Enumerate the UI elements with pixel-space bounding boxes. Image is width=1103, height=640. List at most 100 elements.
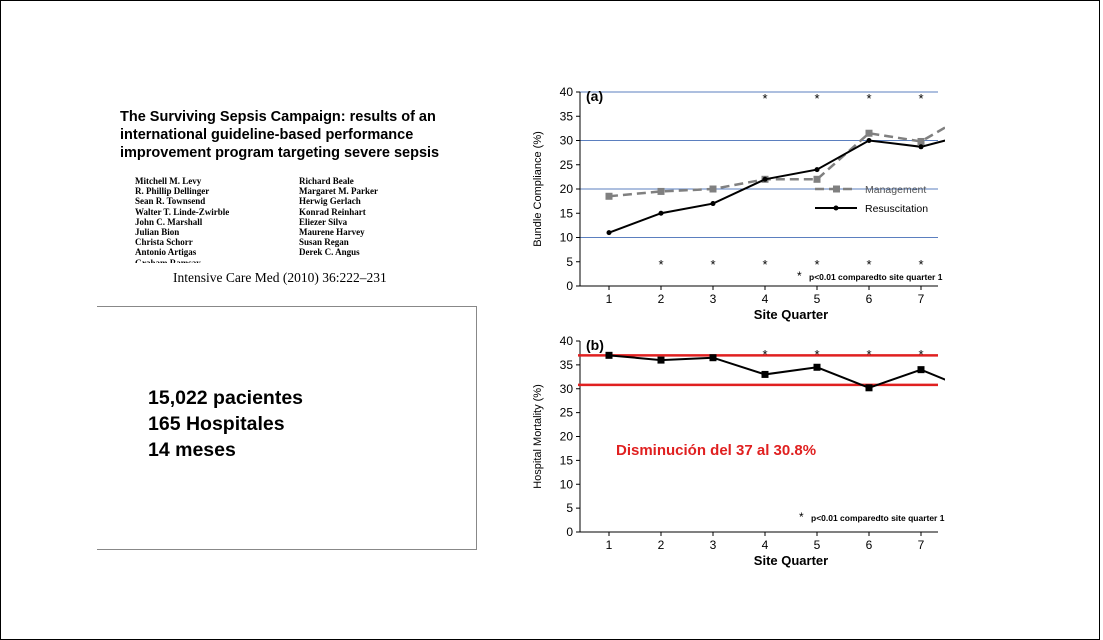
author-name: Antonio Artigas bbox=[135, 247, 197, 258]
significance-star: * bbox=[814, 257, 819, 272]
legend-marker bbox=[833, 185, 840, 193]
x-tick-label: 7 bbox=[918, 292, 925, 306]
y-tick-label: 40 bbox=[560, 334, 574, 348]
series-line bbox=[608, 354, 945, 389]
author-name: Mitchell M. Levy bbox=[135, 176, 202, 186]
x-tick-label: 4 bbox=[762, 538, 769, 552]
y-tick-label: 25 bbox=[560, 158, 574, 172]
data-point bbox=[605, 192, 613, 200]
x-tick-label: 1 bbox=[606, 538, 613, 552]
y-tick-label: 35 bbox=[560, 109, 574, 123]
author-name: Richard Beale bbox=[299, 176, 354, 186]
significance-star: * bbox=[866, 347, 871, 362]
data-point bbox=[865, 384, 873, 392]
note-star: * bbox=[799, 510, 804, 524]
author-column-1: Mitchell M. Levy R. Phillip Dellinger Se… bbox=[135, 176, 229, 263]
y-tick-label: 0 bbox=[566, 279, 573, 293]
data-point bbox=[709, 354, 717, 362]
x-tick-label: 1 bbox=[606, 292, 613, 306]
data-point bbox=[658, 210, 664, 216]
data-point bbox=[606, 230, 612, 236]
author-name: Susan Regan bbox=[299, 237, 349, 248]
x-tick-label: 5 bbox=[814, 292, 821, 306]
paper-title-line: improvement program targeting severe sep… bbox=[120, 145, 440, 161]
x-tick-label: 6 bbox=[866, 538, 873, 552]
significance-star: * bbox=[814, 347, 819, 362]
paper-title-line: The Surviving Sepsis Campaign: results o… bbox=[120, 109, 436, 125]
data-point bbox=[605, 351, 613, 359]
y-tick-label: 10 bbox=[560, 231, 574, 245]
data-point bbox=[657, 187, 665, 195]
significance-star: * bbox=[710, 257, 715, 272]
data-point bbox=[865, 129, 873, 137]
significance-star: * bbox=[918, 91, 923, 106]
significance-star: * bbox=[658, 257, 663, 272]
y-tick-label: 25 bbox=[560, 406, 574, 420]
data-point bbox=[710, 201, 716, 207]
y-tick-label: 5 bbox=[566, 255, 573, 269]
author-column-2: Richard Beale Margaret M. Parker Herwig … bbox=[299, 176, 378, 258]
data-point bbox=[813, 363, 821, 371]
author-name: R. Phillip Dellinger bbox=[135, 186, 210, 197]
hospitals-count: 165 Hospitales bbox=[148, 413, 285, 435]
significance-star: * bbox=[866, 91, 871, 106]
paper-title-line: international guideline-based performanc… bbox=[120, 127, 414, 143]
x-tick-label: 2 bbox=[658, 292, 665, 306]
author-name: Julian Bion bbox=[135, 227, 180, 238]
note-star: * bbox=[797, 269, 802, 283]
x-tick-label: 3 bbox=[710, 538, 717, 552]
data-point bbox=[762, 176, 768, 182]
significance-star: * bbox=[762, 257, 767, 272]
author-name: Herwig Gerlach bbox=[299, 196, 361, 207]
y-tick-label: 20 bbox=[560, 182, 574, 196]
legend-label: Management bbox=[865, 184, 926, 196]
y-axis-label: Hospital Mortality (%) bbox=[532, 384, 544, 489]
x-tick-label: 5 bbox=[814, 538, 821, 552]
stats-summary: 15,022 pacientes 165 Hospitales 14 meses bbox=[148, 385, 303, 463]
y-tick-label: 20 bbox=[560, 430, 574, 444]
author-name: Margaret M. Parker bbox=[299, 186, 379, 197]
journal-citation: Intensive Care Med (2010) 36:222–231 bbox=[173, 270, 387, 285]
x-axis-label: Site Quarter bbox=[754, 553, 828, 568]
data-point bbox=[813, 175, 821, 183]
data-point bbox=[709, 185, 717, 193]
legend-label: Resuscitation bbox=[865, 203, 928, 215]
y-tick-label: 35 bbox=[560, 358, 574, 372]
x-tick-label: 2 bbox=[658, 538, 665, 552]
y-tick-label: 15 bbox=[560, 453, 574, 467]
data-point bbox=[866, 138, 872, 143]
x-tick-label: 3 bbox=[710, 292, 717, 306]
y-tick-label: 10 bbox=[560, 477, 574, 491]
series-line bbox=[608, 126, 945, 198]
patients-count: 15,022 pacientes bbox=[148, 387, 304, 409]
significance-note: p<0.01 comparedto site quarter 1 bbox=[811, 513, 945, 523]
author-name: Konrad Reinhart bbox=[299, 206, 366, 217]
y-axis-label: Bundle Compliance (%) bbox=[532, 131, 544, 247]
data-point bbox=[761, 370, 769, 378]
author-name: Sean R. Townsend bbox=[135, 196, 206, 207]
data-point bbox=[917, 137, 925, 145]
months-duration: 14 meses bbox=[148, 439, 236, 461]
data-point bbox=[917, 366, 925, 374]
significance-star: * bbox=[918, 257, 923, 272]
y-tick-label: 0 bbox=[566, 525, 573, 539]
bundle-compliance-chart: 051015202530354012345678Site QuarterBund… bbox=[532, 85, 945, 322]
series-line bbox=[608, 139, 945, 234]
significance-star: * bbox=[866, 257, 871, 272]
panel-label: (b) bbox=[586, 337, 604, 353]
legend-marker bbox=[833, 205, 839, 211]
data-point bbox=[814, 167, 820, 173]
significance-star: * bbox=[762, 91, 767, 106]
x-tick-label: 4 bbox=[762, 292, 769, 306]
author-name: Derek C. Angus bbox=[299, 247, 360, 258]
paper-title: The Surviving Sepsis Campaign: results o… bbox=[120, 108, 520, 162]
chart-annotation: Disminución del 37 al 30.8% bbox=[616, 442, 816, 459]
x-axis-label: Site Quarter bbox=[754, 307, 828, 322]
y-tick-label: 15 bbox=[560, 206, 574, 220]
stats-box bbox=[97, 306, 477, 550]
y-tick-label: 5 bbox=[566, 501, 573, 515]
x-tick-label: 7 bbox=[918, 538, 925, 552]
panel-label: (a) bbox=[586, 88, 603, 104]
author-name: Walter T. Linde-Zwirble bbox=[135, 206, 230, 217]
y-tick-label: 30 bbox=[560, 382, 574, 396]
